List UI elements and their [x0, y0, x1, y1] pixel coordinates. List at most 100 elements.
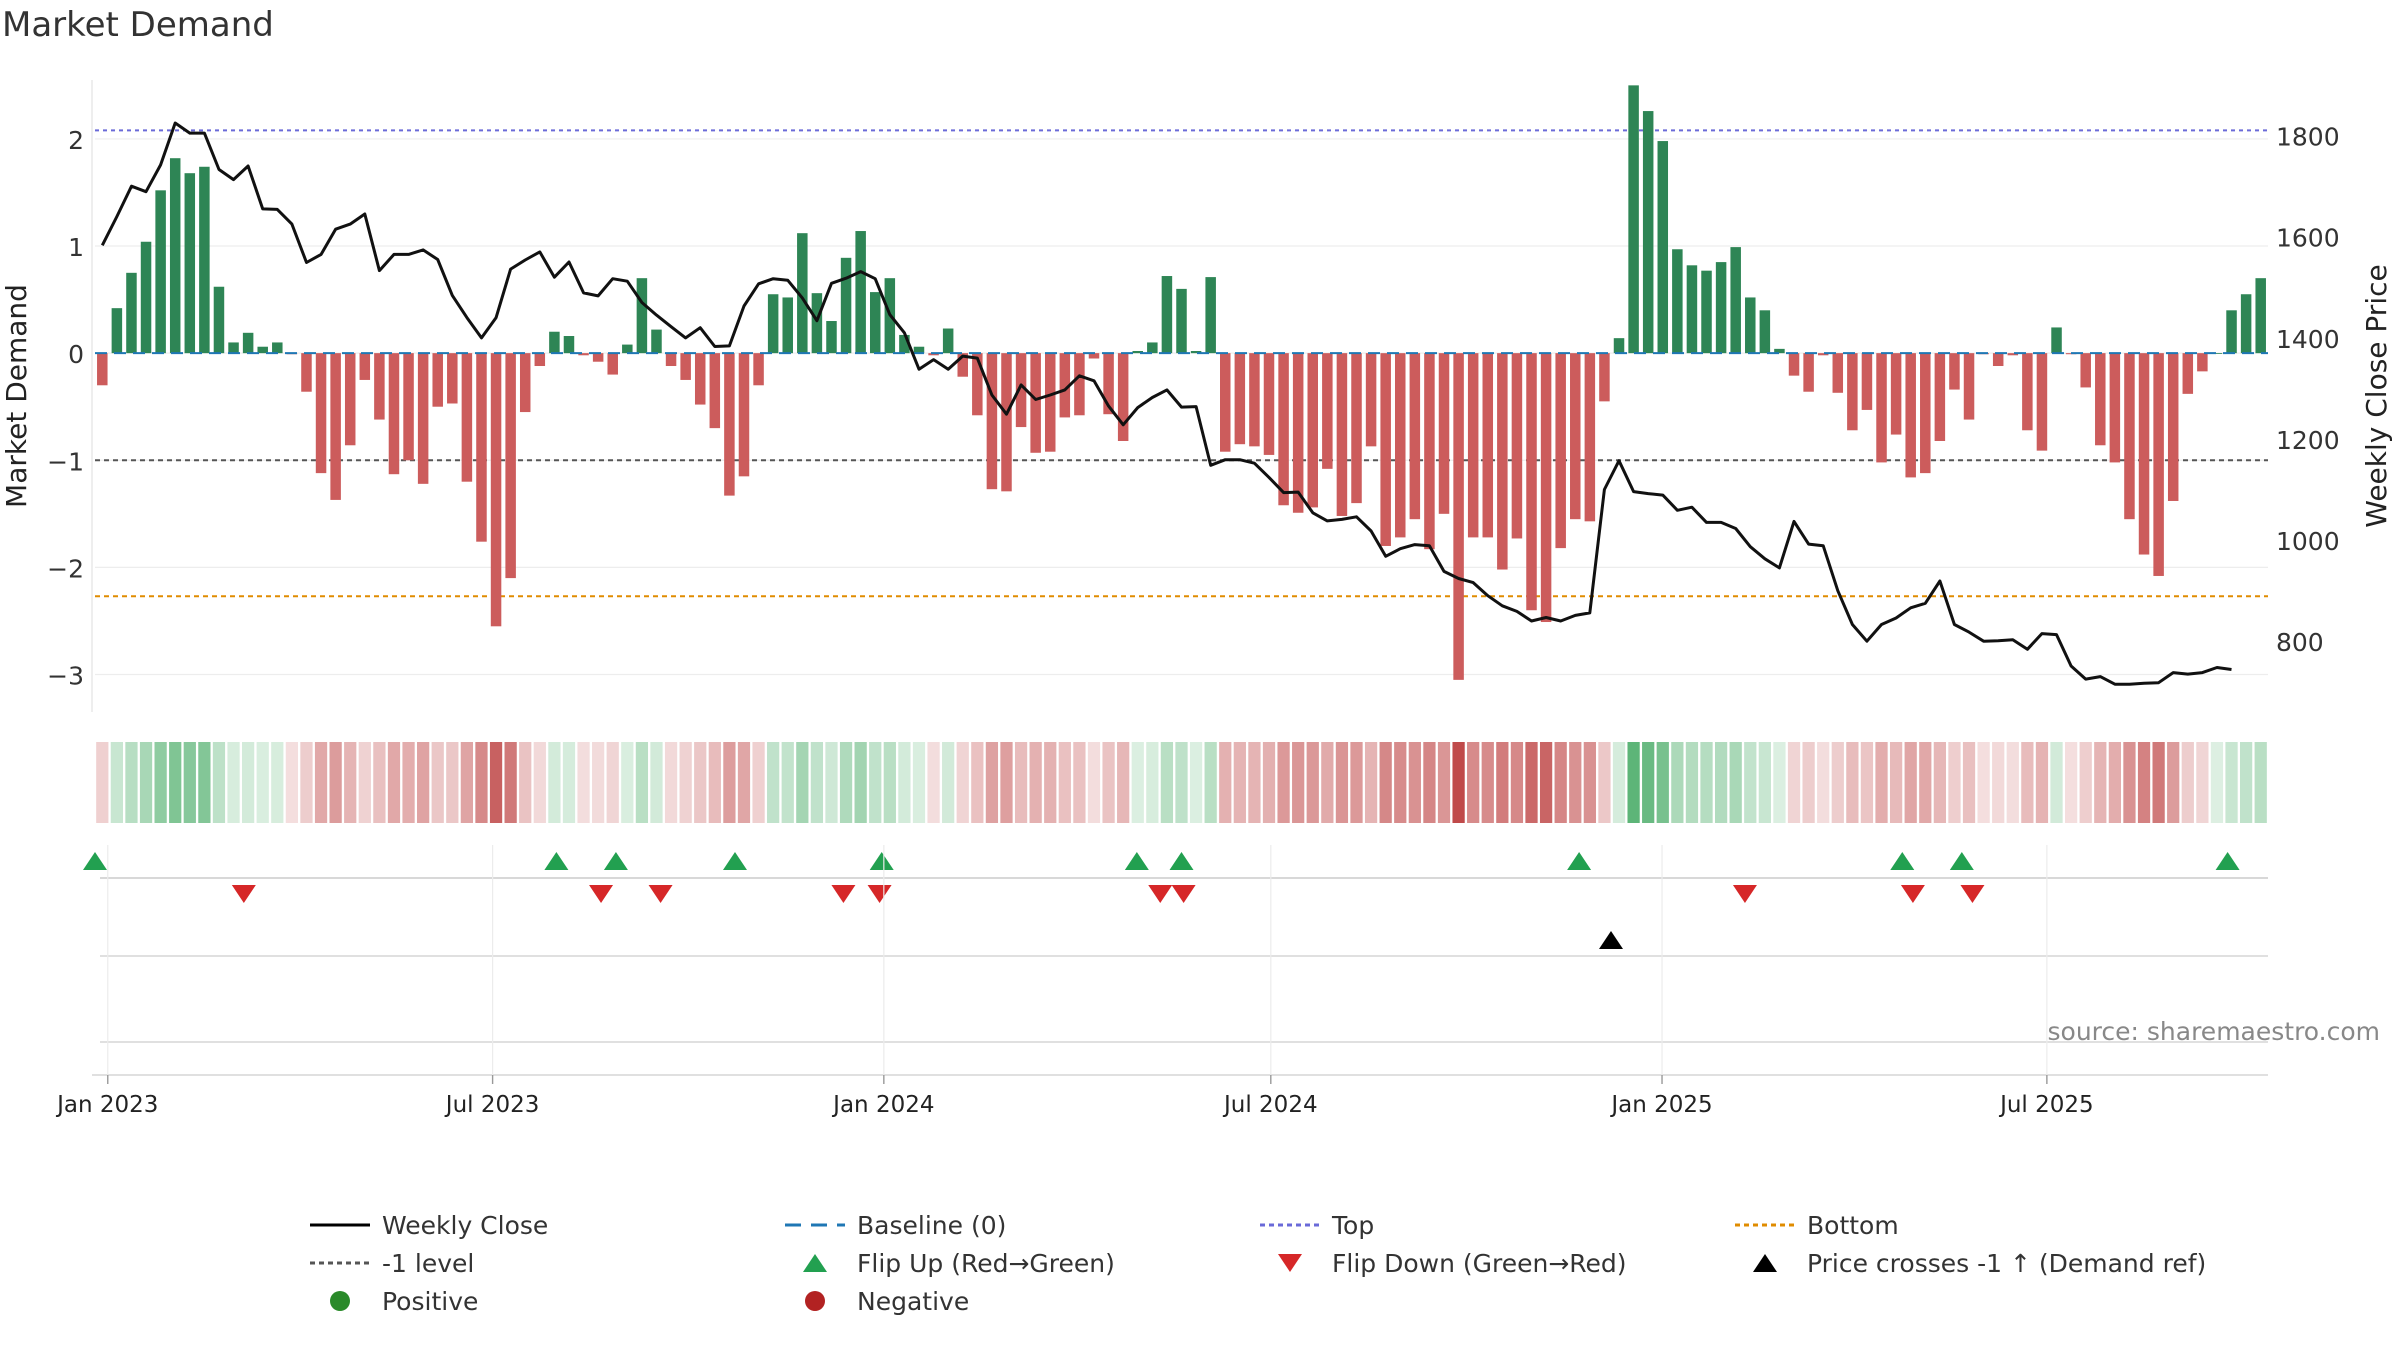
demand-strip-cell [1904, 742, 1917, 823]
demand-strip-cell [271, 742, 284, 823]
demand-bar [782, 297, 793, 354]
demand-bar [1832, 353, 1844, 393]
demand-bar [2197, 353, 2208, 372]
demand-strip-cell [1729, 742, 1742, 823]
demand-strip-cell [1671, 742, 1684, 823]
y-tick-label: 0 [68, 340, 84, 369]
legend-swatch-triangle-up [1753, 1254, 1777, 1272]
demand-bar [1599, 353, 1610, 402]
demand-strip-cell [2239, 742, 2253, 823]
demand-bar [2240, 294, 2252, 354]
demand-strip-cell [869, 742, 882, 823]
demand-strip-cell [1379, 742, 1392, 823]
demand-strip-cell [285, 742, 299, 823]
demand-bar [1890, 353, 1902, 435]
legend-item: Negative [805, 1287, 969, 1316]
demand-bar [301, 353, 312, 392]
demand-strip-cell [2152, 742, 2165, 823]
demand-strip-cell [1131, 742, 1144, 823]
demand-bar [1176, 288, 1187, 354]
demand-bar [2167, 353, 2179, 501]
demand-bar [2007, 353, 2019, 356]
demand-bar [651, 329, 662, 354]
demand-strip-cell [2123, 742, 2136, 823]
demand-strip-cell [1554, 742, 1567, 823]
demand-strip-cell [1277, 742, 1290, 823]
demand-strip-cell [1700, 742, 1713, 823]
demand-bar [111, 308, 123, 354]
x-tick-label: Jan 2023 [55, 1092, 158, 1118]
demand-strip-cell [1044, 742, 1057, 823]
flip-up-marker [83, 852, 107, 870]
demand-strip-cell [1933, 742, 1946, 823]
demand-strip-cell [635, 742, 649, 823]
flip-down-marker [831, 885, 856, 903]
demand-strip-cell [2021, 742, 2034, 823]
demand-strip-cell [562, 742, 576, 823]
demand-bar [1044, 353, 1056, 452]
demand-strip-cell [1452, 742, 1465, 823]
demand-strip-cell [1977, 742, 1990, 823]
demand-strip-cell [1189, 742, 1203, 823]
demand-bar [2153, 353, 2164, 576]
demand-bar [1511, 353, 1523, 539]
demand-bar [986, 353, 998, 490]
demand-bar [2051, 327, 2062, 354]
demand-strip-cell [2006, 742, 2019, 823]
demand-strip-cell [227, 742, 240, 823]
demand-bar [199, 166, 210, 354]
demand-strip-cell [96, 742, 109, 823]
demand-bar [811, 293, 823, 354]
x-tick-label: Jul 2025 [1998, 1092, 2094, 1118]
demand-strip-cell [519, 742, 532, 823]
demand-strip-cell [1292, 742, 1305, 823]
demand-strip-cell [2225, 742, 2238, 823]
demand-bar [505, 353, 516, 579]
demand-bar [213, 286, 225, 354]
demand-bar [957, 353, 968, 377]
demand-strip-cell [839, 742, 853, 823]
demand-strip-cell [1102, 742, 1115, 823]
legend-item: Bottom [1735, 1211, 1899, 1240]
demand-strip-cell [723, 742, 736, 823]
demand-bar [388, 353, 400, 475]
demand-bar [272, 342, 283, 354]
demand-strip-cell [125, 742, 138, 823]
demand-bar [1555, 353, 1566, 549]
demand-strip-cell [2064, 742, 2078, 823]
demand-strip-cell [985, 742, 999, 823]
demand-bar [519, 353, 531, 413]
demand-bar [126, 272, 137, 354]
demand-strip-cell [577, 742, 590, 823]
demand-bar [607, 353, 618, 375]
demand-bar [169, 158, 181, 354]
demand-bar [928, 353, 939, 356]
demand-bar [709, 353, 721, 429]
demand-strip-cell [2035, 742, 2049, 823]
legend-swatch-circle [805, 1291, 825, 1311]
demand-strip-cell [533, 742, 546, 823]
demand-bar [155, 190, 166, 354]
demand-bar [432, 353, 443, 407]
legend-label: Weekly Close [382, 1211, 548, 1240]
demand-strip-cell [1714, 742, 1728, 823]
demand-strip-cell [1919, 742, 1932, 823]
demand-bar [403, 353, 414, 461]
demand-strip-cell [198, 742, 211, 823]
demand-bar [913, 346, 925, 354]
legend-item: Positive [330, 1287, 478, 1316]
legend-label: Positive [382, 1287, 478, 1316]
demand-strip-cell [1846, 742, 1859, 823]
flip-up-marker [869, 852, 894, 870]
flip-down-marker [231, 885, 256, 903]
demand-bar [1570, 353, 1581, 520]
demand-bar [1438, 353, 1450, 514]
demand-strip-cell [1394, 742, 1407, 823]
demand-strip-cell [329, 742, 342, 823]
demand-bar [1861, 353, 1873, 410]
demand-strip-cell [737, 742, 751, 823]
demand-color-strip [96, 742, 2267, 823]
demand-bar [1190, 351, 1202, 354]
y2-axis-label: Weekly Close Price [2360, 264, 2393, 527]
demand-bar [1234, 353, 1246, 445]
